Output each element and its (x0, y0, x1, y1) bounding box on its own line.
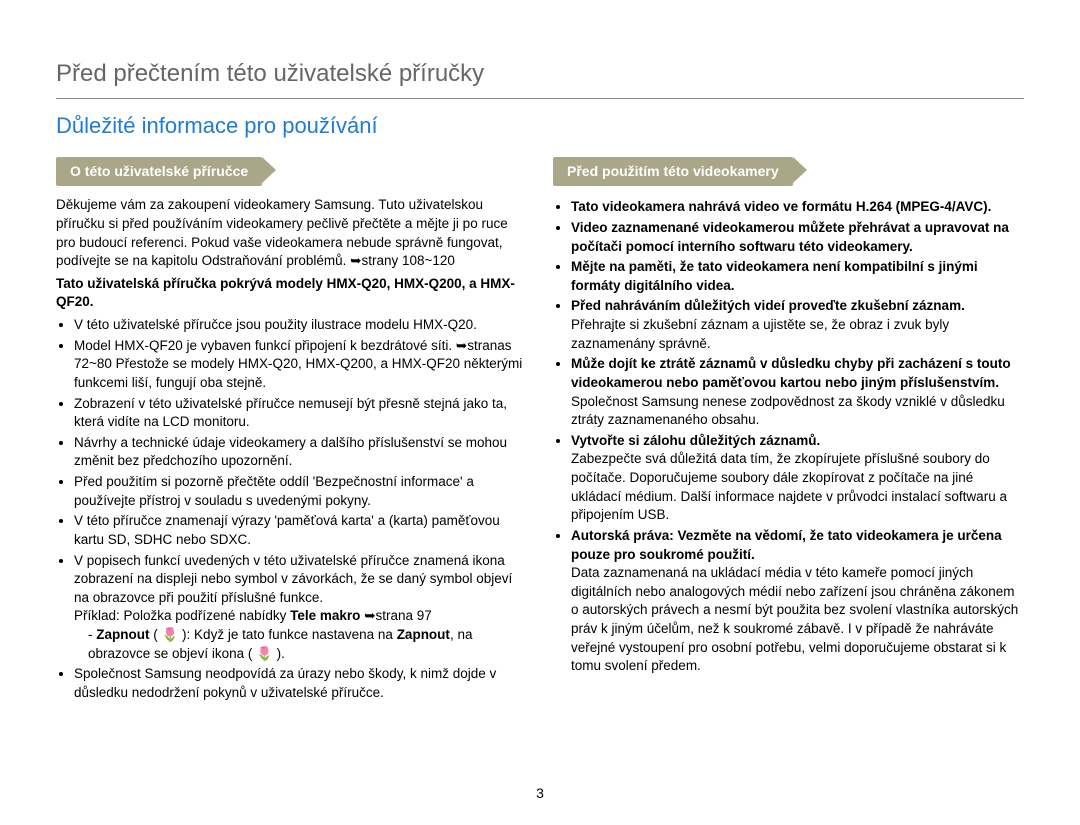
right-item-bold: Může dojít ke ztrátě záznamů v důsledku … (571, 356, 1011, 390)
left-column: O této uživatelské příručce Děkujeme vám… (56, 157, 527, 705)
left-list-item: Model HMX-QF20 je vybaven funkcí připoje… (74, 337, 527, 393)
left-list-item: Návrhy a technické údaje videokamery a d… (74, 434, 527, 471)
page-number: 3 (536, 785, 544, 801)
right-column: Před použitím této videokamery Tato vide… (553, 157, 1024, 705)
right-item-bold: Před nahráváním důležitých videí proveďt… (571, 298, 965, 313)
left-list-item: Před použitím si pozorně přečtěte oddíl … (74, 473, 527, 510)
left-list-item: V této příručce znamenají výrazy 'paměťo… (74, 512, 527, 549)
right-item-text: Zabezpečte svá důležitá data tím, že zko… (571, 451, 1007, 522)
nested-list: Zapnout ( 🌷 ): Když je tato funkce nasta… (74, 626, 527, 663)
right-item-bold: Video zaznamenané videokamerou můžete př… (571, 220, 1009, 254)
right-list-item: Autorská práva: Vezměte na vědomí, že ta… (571, 527, 1024, 676)
right-item-bold: Vytvořte si zálohu důležitých záznamů. (571, 433, 820, 448)
right-item-text: Přehrajte si zkušební záznam a ujistěte … (571, 317, 949, 351)
right-list-item: Vytvořte si zálohu důležitých záznamů. Z… (571, 432, 1024, 525)
right-list-item: Může dojít ke ztrátě záznamů v důsledku … (571, 355, 1024, 430)
right-item-bold: Mějte na paměti, že tato videokamera nen… (571, 259, 978, 293)
right-list-item: Tato videokamera nahrává video ve formát… (571, 198, 1024, 217)
left-section-tag: O této uživatelské příručce (56, 157, 262, 186)
right-bullet-list: Tato videokamera nahrává video ve formát… (553, 198, 1024, 676)
left-list-item: V popisech funkcí uvedených v této uživa… (74, 552, 527, 664)
right-section-tag: Před použitím této videokamery (553, 157, 793, 186)
left-intro: Děkujeme vám za zakoupení videokamery Sa… (56, 196, 527, 271)
right-list-item: Před nahráváním důležitých videí proveďt… (571, 297, 1024, 353)
left-models-bold: Tato uživatelská příručka pokrývá modely… (56, 275, 527, 312)
left-bullet-list: V této uživatelské příručce jsou použity… (56, 316, 527, 703)
left-list-item: Společnost Samsung neodpovídá za úrazy n… (74, 665, 527, 702)
right-item-bold: Autorská práva: Vezměte na vědomí, že ta… (571, 528, 1002, 562)
right-item-text: Společnost Samsung nenese zodpovědnost z… (571, 394, 1005, 428)
page-sub-heading: Důležité informace pro používání (56, 113, 1024, 139)
right-list-item: Video zaznamenané videokamerou můžete př… (571, 219, 1024, 256)
nested-list-item: Zapnout ( 🌷 ): Když je tato funkce nasta… (88, 626, 527, 663)
right-list-item: Mějte na paměti, že tato videokamera nen… (571, 258, 1024, 295)
left-list-item: V této uživatelské příručce jsou použity… (74, 316, 527, 335)
left-list-item: Zobrazení v této uživatelské příručce ne… (74, 395, 527, 432)
right-item-bold: Tato videokamera nahrává video ve formát… (571, 199, 991, 214)
example-line: Příklad: Položka podřízené nabídky Tele … (74, 607, 527, 626)
heading-divider (56, 98, 1024, 99)
content-columns: O této uživatelské příručce Děkujeme vám… (56, 157, 1024, 705)
page-main-heading: Před přečtením této uživatelské příručky (56, 60, 1024, 88)
right-item-text: Data zaznamenaná na ukládací média v tét… (571, 565, 1018, 673)
